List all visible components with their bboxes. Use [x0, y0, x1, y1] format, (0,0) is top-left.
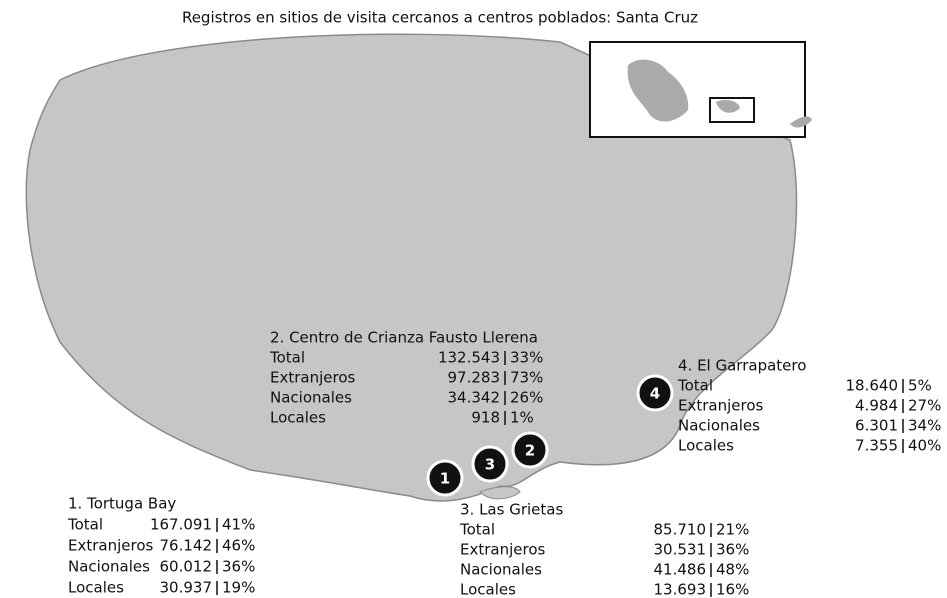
row-share: 48% — [716, 561, 749, 579]
inset-island — [627, 59, 689, 122]
row-share: 5% — [908, 377, 932, 395]
row-value: 132.543 — [438, 349, 500, 367]
row-value: 41.486 — [654, 561, 707, 579]
row-label: Locales — [678, 437, 734, 455]
row-label: Extranjeros — [678, 397, 764, 415]
row-value: 30.531 — [654, 541, 707, 559]
site-name: 2. Centro de Crianza Fausto Llerena — [270, 329, 538, 347]
row-share: 36% — [222, 558, 255, 576]
row-value: 918 — [471, 409, 500, 427]
row-label: Total — [459, 521, 495, 539]
inset-locator — [709, 97, 755, 123]
row-value: 13.693 — [654, 581, 707, 598]
row-share: 33% — [510, 349, 543, 367]
row-label: Extranjeros — [270, 369, 356, 387]
row-share: 16% — [716, 581, 749, 598]
row-label: Nacionales — [678, 417, 760, 435]
row-value: 30.937 — [160, 579, 213, 597]
row-share: 21% — [716, 521, 749, 539]
row-value: 18.640 — [846, 377, 899, 395]
row-label: Locales — [270, 409, 326, 427]
row-label: Locales — [68, 579, 124, 597]
inset-map — [589, 41, 812, 138]
site-marker — [426, 459, 464, 497]
islet — [479, 486, 521, 500]
site-marker-number: 3 — [485, 456, 495, 474]
row-label: Nacionales — [270, 389, 352, 407]
row-share: 40% — [908, 437, 941, 455]
site-marker-number: 2 — [525, 442, 535, 460]
row-share: 34% — [908, 417, 941, 435]
row-value: 97.283 — [448, 369, 501, 387]
row-label: Extranjeros — [460, 541, 546, 559]
row-share: 19% — [222, 579, 255, 597]
site-name: 4. El Garrapatero — [678, 357, 806, 375]
row-label: Total — [269, 349, 305, 367]
row-label: Nacionales — [68, 558, 150, 576]
row-value: 34.342 — [448, 389, 501, 407]
site-name: 1. Tortuga Bay — [68, 495, 176, 513]
site-marker — [511, 431, 549, 469]
row-label: Total — [677, 377, 713, 395]
inset-frame — [589, 41, 806, 138]
row-value: 60.012 — [160, 558, 213, 576]
row-value: 85.710 — [654, 521, 707, 539]
site-marker — [636, 374, 674, 412]
row-share: 1% — [510, 409, 534, 427]
row-value: 76.142 — [160, 537, 213, 555]
site-marker-number: 4 — [650, 385, 660, 403]
row-label: Extranjeros — [68, 537, 154, 555]
site-name: 3. Las Grietas — [460, 501, 563, 519]
row-value: 6.301 — [855, 417, 898, 435]
inset-island — [716, 100, 740, 113]
row-share: 46% — [222, 537, 255, 555]
map-title: Registros en sitios de visita cercanos a… — [182, 9, 698, 27]
row-value: 167.091 — [150, 516, 212, 534]
row-label: Locales — [460, 581, 516, 598]
site-marker-number: 1 — [440, 470, 450, 488]
row-share: 73% — [510, 369, 543, 387]
inset-island — [790, 116, 812, 128]
row-value: 4.984 — [855, 397, 898, 415]
site-marker — [471, 445, 509, 483]
row-share: 36% — [716, 541, 749, 559]
row-label: Nacionales — [460, 561, 542, 579]
row-share: 26% — [510, 389, 543, 407]
row-label: Total — [67, 516, 103, 534]
row-share: 27% — [908, 397, 941, 415]
row-share: 41% — [222, 516, 255, 534]
row-value: 7.355 — [855, 437, 898, 455]
